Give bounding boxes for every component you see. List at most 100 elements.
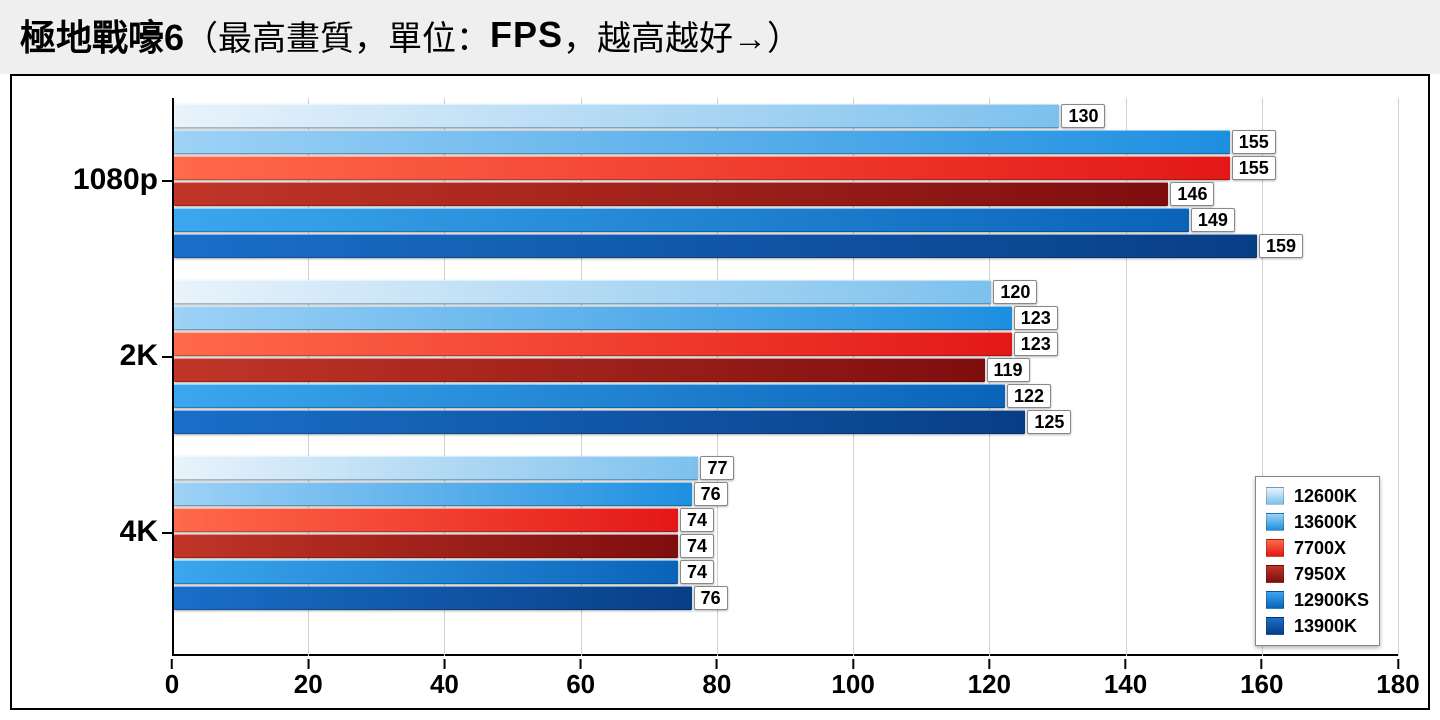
y-tick-mark bbox=[162, 180, 172, 182]
title-close: ） bbox=[767, 11, 801, 60]
x-axis-line bbox=[172, 654, 1398, 656]
legend-item: 7700X bbox=[1266, 535, 1369, 561]
bar-value-label: 74 bbox=[680, 508, 714, 532]
title-mid1: 最高畫質，單位： bbox=[218, 11, 490, 60]
x-tick-label: 80 bbox=[702, 669, 731, 700]
bar bbox=[174, 482, 692, 506]
bar-row: 155 bbox=[172, 156, 1398, 180]
category-label: 1080p bbox=[34, 163, 158, 197]
bar-row: 146 bbox=[172, 182, 1398, 206]
bar-row: 130 bbox=[172, 104, 1398, 128]
bar-value-label: 123 bbox=[1014, 306, 1058, 330]
bar bbox=[174, 534, 678, 558]
legend-swatch bbox=[1266, 539, 1284, 557]
x-tick-mark bbox=[443, 659, 445, 669]
x-tick-label: 180 bbox=[1376, 669, 1419, 700]
legend-label: 12900KS bbox=[1294, 590, 1369, 611]
x-tick-label: 120 bbox=[968, 669, 1011, 700]
x-tick-label: 100 bbox=[831, 669, 874, 700]
x-tick-mark bbox=[171, 659, 173, 669]
legend-swatch bbox=[1266, 513, 1284, 531]
bar bbox=[174, 130, 1230, 154]
legend-swatch bbox=[1266, 617, 1284, 635]
bar-value-label: 76 bbox=[694, 586, 728, 610]
bar-value-label: 76 bbox=[694, 482, 728, 506]
x-tick-mark bbox=[1397, 659, 1399, 669]
bar bbox=[174, 586, 692, 610]
y-tick-mark bbox=[162, 532, 172, 534]
gridline bbox=[1398, 98, 1399, 656]
legend: 12600K 13600K7700X 7950X 12900KS 13900K bbox=[1255, 476, 1380, 646]
plot-area: 1080p1301551551461491592K120123123119122… bbox=[172, 98, 1398, 656]
title-fps: FPS bbox=[490, 14, 563, 56]
bar bbox=[174, 384, 1005, 408]
bar bbox=[174, 358, 985, 382]
bar-value-label: 123 bbox=[1014, 332, 1058, 356]
category-group: 1080p130155155146149159 bbox=[172, 104, 1398, 258]
bar bbox=[174, 280, 991, 304]
legend-item: 12900KS bbox=[1266, 587, 1369, 613]
x-tick-mark bbox=[716, 659, 718, 669]
bar-row: 123 bbox=[172, 306, 1398, 330]
bar bbox=[174, 104, 1059, 128]
bar-row: 125 bbox=[172, 410, 1398, 434]
title-game: 極地戰嚎6 bbox=[20, 9, 184, 61]
x-tick-mark bbox=[307, 659, 309, 669]
x-tick-mark bbox=[1125, 659, 1127, 669]
x-tick-mark bbox=[852, 659, 854, 669]
bar-row: 76 bbox=[172, 482, 1398, 506]
bar-row: 122 bbox=[172, 384, 1398, 408]
bar bbox=[174, 234, 1257, 258]
bar-value-label: 130 bbox=[1061, 104, 1105, 128]
x-tick-label: 40 bbox=[430, 669, 459, 700]
x-tick-mark bbox=[580, 659, 582, 669]
bar-row: 119 bbox=[172, 358, 1398, 382]
bar-value-label: 155 bbox=[1232, 130, 1276, 154]
bar bbox=[174, 306, 1012, 330]
bar-value-label: 155 bbox=[1232, 156, 1276, 180]
bar-value-label: 74 bbox=[680, 560, 714, 584]
bar-value-label: 120 bbox=[993, 280, 1037, 304]
bar-value-label: 149 bbox=[1191, 208, 1235, 232]
x-tick-label: 60 bbox=[566, 669, 595, 700]
chart-frame: 1080p1301551551461491592K120123123119122… bbox=[10, 74, 1430, 710]
bar-value-label: 159 bbox=[1259, 234, 1303, 258]
legend-label: 13600K bbox=[1294, 512, 1357, 533]
bar-row: 74 bbox=[172, 534, 1398, 558]
legend-label: 7950X bbox=[1294, 564, 1346, 585]
legend-item: 13900K bbox=[1266, 613, 1369, 639]
bar-value-label: 125 bbox=[1027, 410, 1071, 434]
bar-value-label: 122 bbox=[1007, 384, 1051, 408]
x-tick-label: 160 bbox=[1240, 669, 1283, 700]
bar bbox=[174, 456, 698, 480]
legend-item: 13600K bbox=[1266, 509, 1369, 535]
x-ticks: 020406080100120140160180 bbox=[172, 660, 1398, 700]
bar-row: 123 bbox=[172, 332, 1398, 356]
category-label: 4K bbox=[34, 515, 158, 549]
bar bbox=[174, 208, 1189, 232]
x-tick-label: 140 bbox=[1104, 669, 1147, 700]
bar bbox=[174, 182, 1168, 206]
x-tick-label: 20 bbox=[294, 669, 323, 700]
bar bbox=[174, 410, 1025, 434]
bar-row: 77 bbox=[172, 456, 1398, 480]
bar bbox=[174, 508, 678, 532]
legend-swatch bbox=[1266, 565, 1284, 583]
bar-value-label: 74 bbox=[680, 534, 714, 558]
bar-value-label: 119 bbox=[987, 358, 1030, 382]
category-group: 4K777674747476 bbox=[172, 456, 1398, 610]
bar-row: 120 bbox=[172, 280, 1398, 304]
legend-label: 13900K bbox=[1294, 616, 1357, 637]
bar-row: 149 bbox=[172, 208, 1398, 232]
bar-value-label: 146 bbox=[1170, 182, 1214, 206]
x-tick-mark bbox=[1261, 659, 1263, 669]
x-tick-mark bbox=[988, 659, 990, 669]
legend-item: 7950X bbox=[1266, 561, 1369, 587]
bar-value-label: 77 bbox=[700, 456, 734, 480]
title-open: （ bbox=[184, 11, 218, 60]
bar-row: 155 bbox=[172, 130, 1398, 154]
legend-label: 12600K bbox=[1294, 486, 1357, 507]
bar bbox=[174, 156, 1230, 180]
legend-swatch bbox=[1266, 487, 1284, 505]
title-mid2: ，越高越好→ bbox=[563, 11, 767, 60]
